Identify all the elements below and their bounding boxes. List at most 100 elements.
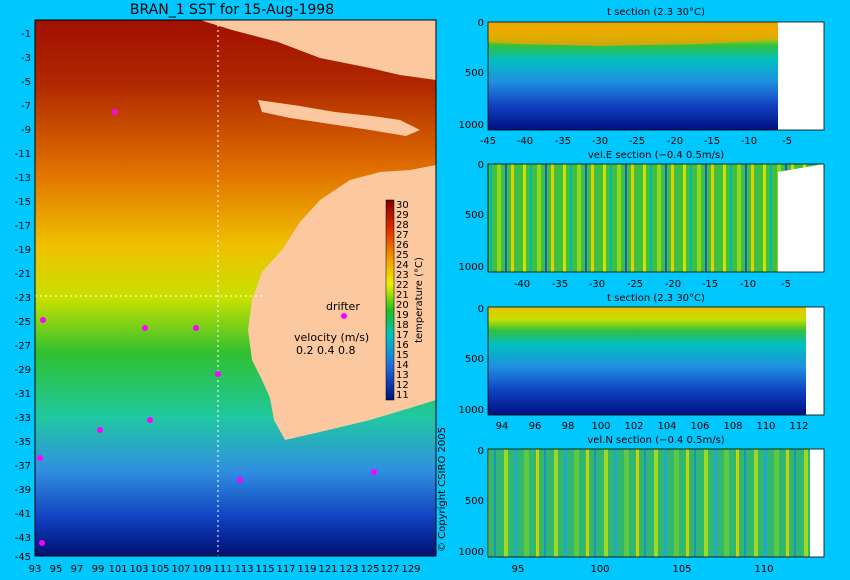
colorbar-tick: 14 [396,360,409,371]
y-tick: 0 [478,304,484,315]
y-tick: 0 [478,446,484,457]
colorbar-tick: 17 [396,330,409,341]
lon-label: 111 [213,564,232,575]
section-plot [488,307,824,415]
colorbar-tick: 29 [396,210,409,221]
drifter-legend-marker [341,313,347,319]
velocity-scale: 0.2 0.4 0.8 [296,344,355,357]
x-tick: -35 [552,279,568,290]
section-title: vel.N section (−0.4 0.5m/s) [587,435,724,446]
x-tick: 110 [754,564,773,575]
x-tick: -30 [592,136,608,147]
y-tick: 0 [478,18,484,29]
colorbar-tick: 25 [396,250,409,261]
x-tick: 105 [672,564,691,575]
copyright: © Copyright CSIRO 2005 [437,427,448,552]
figure-title: BRAN_1 SST for 15-Aug-1998 [130,2,334,18]
colorbar-tick: 23 [396,270,409,281]
x-tick: -40 [517,136,533,147]
lon-label: 109 [192,564,211,575]
x-tick: 95 [512,564,525,575]
y-tick: 1000 [459,547,484,558]
section-title: t section (2.3 30°C) [607,293,705,304]
x-tick: -25 [629,136,645,147]
lon-label: 101 [108,564,127,575]
section-panel-3: t section (2.3 30°C) 0 500 1000 94 96 98… [459,293,825,432]
colorbar-tick: 19 [396,310,409,321]
x-tick: 104 [657,421,676,432]
x-tick: -45 [480,136,496,147]
lon-label: 115 [255,564,274,575]
x-tick: 102 [624,421,643,432]
colorbar-tick: 20 [396,300,409,311]
colorbar-tick: 30 [396,200,409,211]
lat-label: -7 [21,101,31,112]
colorbar-scale [385,199,395,401]
lon-label: 129 [401,564,420,575]
drifter-label: drifter [326,300,360,313]
colorbar-tick: 22 [396,280,409,291]
x-tick: -30 [589,279,605,290]
section-mask [778,164,824,272]
lon-label: 123 [339,564,358,575]
lon-label: 117 [276,564,295,575]
lat-label: -31 [15,389,31,400]
drifter-markers [37,109,377,546]
lat-label: -19 [15,245,31,256]
x-tick: 110 [756,421,775,432]
lat-label: -39 [15,485,31,496]
x-tick: -10 [740,279,756,290]
y-tick: 500 [465,354,484,365]
lat-label: -11 [15,149,31,160]
colorbar-tick: 11 [396,390,409,401]
lat-label: -33 [15,413,31,424]
x-tick: 94 [496,421,509,432]
x-tick: -35 [555,136,571,147]
lat-label: -9 [21,125,31,136]
x-tick: -20 [665,279,681,290]
lat-label: -23 [15,293,31,304]
x-tick: -10 [741,136,757,147]
section-plot [488,164,824,272]
section-panel-4: vel.N section (−0.4 0.5m/s) 0 500 1000 9… [459,435,825,575]
colorbar-tick: 21 [396,290,409,301]
colorbar-tick: 15 [396,350,409,361]
section-mask [810,449,824,557]
lon-label: 103 [129,564,148,575]
lat-label: -27 [15,341,31,352]
x-tick: -20 [667,136,683,147]
lat-label: -37 [15,461,31,472]
lat-label: -21 [15,269,31,280]
colorbar-tick: 28 [396,220,409,231]
x-tick: -15 [704,136,720,147]
section-title: vel.E section (−0.4 0.5m/s) [588,150,724,161]
colorbar-tick: 27 [396,230,409,241]
sst-map [34,19,437,557]
section-plot [488,449,824,557]
lon-label: 125 [360,564,379,575]
lat-label: -5 [21,77,31,88]
lat-label: -41 [15,509,31,520]
y-tick: 0 [478,160,484,171]
lon-label: 93 [29,564,42,575]
lon-label: 127 [380,564,399,575]
lon-label: 119 [297,564,316,575]
map-lat-labels: -1 -3 -5 -7 -9 -11 -13 -15 -17 -19 -21 -… [15,29,31,563]
colorbar-tick: 16 [396,340,409,351]
lat-label: -45 [15,552,31,563]
colorbar-tick: 26 [396,240,409,251]
x-tick: -40 [514,279,530,290]
section-warm-surface [488,22,780,46]
x-tick: -5 [782,136,792,147]
y-tick: 1000 [459,405,484,416]
section-mask [806,307,824,415]
lat-label: -29 [15,365,31,376]
lat-label: -17 [15,221,31,232]
lon-label: 121 [318,564,337,575]
y-tick: 500 [465,68,484,79]
section-panel-1: t section (2.3 30°C) 0 500 1000 -45 -40 … [459,7,825,147]
colorbar-tick: 13 [396,370,409,381]
y-tick: 500 [465,210,484,221]
section-title: t section (2.3 30°C) [607,7,705,18]
